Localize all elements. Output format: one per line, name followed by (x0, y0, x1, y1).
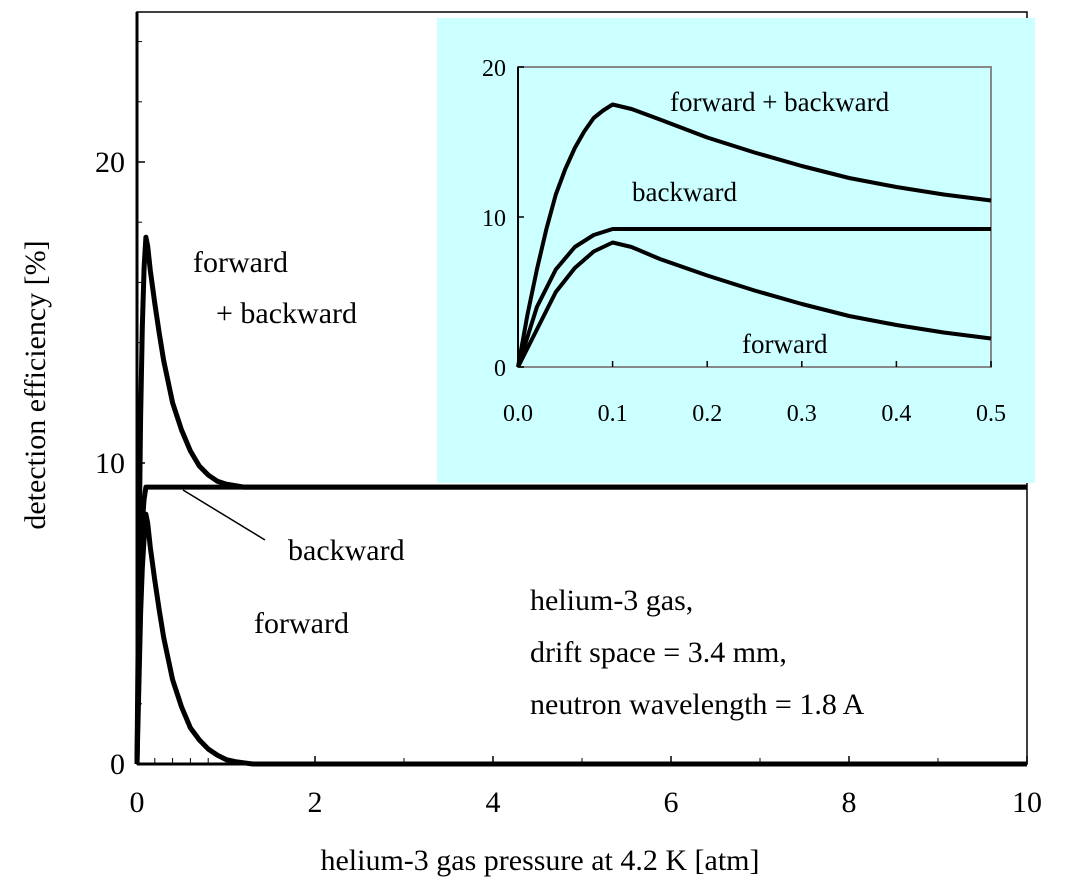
y-axis-title: detection efficiency [%] (19, 240, 52, 529)
inset-ticks: 0.0 0.1 0.2 0.3 0.4 0.5 0 10 20 (482, 56, 1006, 427)
x-tick-label: 4 (486, 786, 501, 819)
x-tick-label: 0 (130, 786, 145, 819)
inset-series-lines (516, 102, 992, 368)
x-tick-label: 10 (1012, 786, 1042, 819)
inset-y-tick-label: 0 (494, 356, 506, 382)
inset-x-tick-label: 0.1 (598, 401, 628, 427)
inset-background (437, 18, 1035, 483)
inset-x-tick-label: 0.5 (976, 401, 1006, 427)
annotation-forward-backward-2: + backward (216, 297, 357, 330)
inset-x-tick-label: 0.4 (881, 401, 911, 427)
inset-annotation-backward: backward (632, 177, 737, 207)
x-tick-label: 6 (664, 786, 679, 819)
inset-series-line-forward-backward (516, 102, 992, 368)
y-tick-label: 10 (95, 447, 125, 480)
x-tick-label: 2 (308, 786, 323, 819)
annotation-forward: forward (254, 607, 349, 640)
inset-x-tick-label: 0.2 (692, 401, 722, 427)
y-tick-label: 20 (95, 146, 125, 179)
y-tick-label: 0 (110, 748, 125, 781)
main-series-lines (134, 234, 1027, 767)
series-line-forward (134, 511, 1027, 767)
inset-y-tick-label: 20 (482, 56, 506, 82)
backward-leader-line (182, 489, 266, 541)
inset-annotation-forward: forward (742, 329, 828, 359)
main-ticks: 0 2 4 6 8 10 0 10 20 (95, 146, 1042, 819)
inset-x-tick-label: 0.3 (787, 401, 817, 427)
annotation-backward: backward (288, 534, 405, 567)
inset-x-tick-label: 0.0 (503, 401, 533, 427)
info-line-3: neutron wavelength = 1.8 A (530, 688, 865, 721)
x-axis-title: helium-3 gas pressure at 4.2 K [atm] (320, 844, 759, 877)
info-line-2: drift space = 3.4 mm, (530, 636, 787, 669)
inset-y-tick-label: 10 (482, 206, 506, 232)
inset-annotation-forward-backward: forward + backward (670, 87, 890, 117)
x-tick-label: 8 (842, 786, 857, 819)
inset-series-line-backward (516, 227, 991, 368)
annotation-forward-backward-1: forward (193, 246, 288, 279)
inset-series-line-forward (516, 240, 992, 368)
info-line-1: helium-3 gas, (530, 584, 693, 617)
